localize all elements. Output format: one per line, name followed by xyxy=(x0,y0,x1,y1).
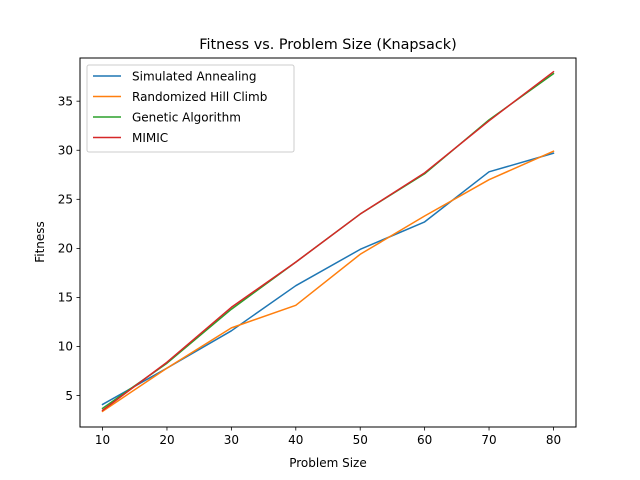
legend-label: Randomized Hill Climb xyxy=(132,90,267,104)
x-axis: 10 20 30 40 50 60 70 80 xyxy=(95,427,561,447)
chart-title: Fitness vs. Problem Size (Knapsack) xyxy=(199,37,456,53)
legend-label: Genetic Algorithm xyxy=(132,110,241,124)
y-tick-label: 10 xyxy=(58,340,73,354)
legend: Simulated Annealing Randomized Hill Climb… xyxy=(86,64,295,153)
y-tick-label: 35 xyxy=(58,94,73,108)
x-tick-label: 70 xyxy=(481,433,496,447)
y-tick-label: 5 xyxy=(65,389,73,403)
x-tick-label: 50 xyxy=(353,433,368,447)
x-tick-label: 60 xyxy=(417,433,432,447)
y-tick-label: 30 xyxy=(58,143,73,157)
y-tick-label: 15 xyxy=(58,291,73,305)
y-axis: 5 10 15 20 25 30 35 xyxy=(58,94,80,403)
plot-area-frame xyxy=(79,57,577,428)
x-tick-label: 20 xyxy=(159,433,174,447)
series-line-mimic xyxy=(101,70,555,412)
legend-box xyxy=(86,64,295,153)
x-tick-label: 30 xyxy=(224,433,239,447)
y-axis-label: Fitness xyxy=(33,221,47,263)
series-line-randomized-hill-climb xyxy=(101,150,555,413)
x-tick-label: 10 xyxy=(95,433,110,447)
plot-lines xyxy=(101,70,555,413)
x-tick-label: 80 xyxy=(546,433,561,447)
legend-label: MIMIC xyxy=(132,131,168,145)
legend-label: Simulated Annealing xyxy=(132,69,257,83)
x-axis-label: Problem Size xyxy=(289,456,367,470)
y-tick-label: 25 xyxy=(58,193,73,207)
x-tick-label: 40 xyxy=(288,433,303,447)
y-tick-label: 20 xyxy=(58,242,73,256)
